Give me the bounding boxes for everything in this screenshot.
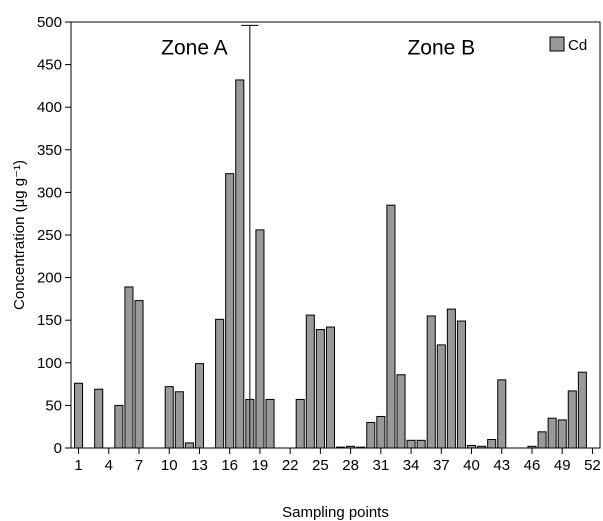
zone-label: Zone B [407,37,475,60]
bar-43 [497,379,507,449]
zone-label: Zone A [161,37,228,60]
bar-19 [255,229,265,449]
y-tick-label: 150 [37,312,62,329]
bar-16 [225,173,235,449]
x-tick-label: 19 [252,457,269,474]
annotations: Zone A Zone B [161,37,475,60]
x-tick-label: 52 [584,457,601,474]
y-axis-ticks: 0 50 100 150 200 250 300 350 400 450 500 [37,14,71,457]
bar-50 [567,390,577,449]
x-tick-label: 28 [342,457,359,474]
bar-31 [376,415,386,449]
bar-47 [537,431,547,449]
bar-48 [547,417,557,449]
y-tick-label: 500 [37,14,62,31]
bar-1 [74,382,84,449]
bar-5 [114,404,124,449]
x-tick-label: 13 [191,457,208,474]
x-tick-label: 49 [554,457,571,474]
plot-frame [70,21,601,449]
bar-42 [487,438,497,449]
y-tick-label: 350 [37,142,62,159]
y-axis-label: Concentration (μg g⁻¹) [11,160,28,310]
bar-13 [194,363,205,449]
y-tick-label: 100 [37,355,62,372]
x-tick-label: 34 [403,457,420,474]
bar-7 [134,300,144,449]
bar-11 [174,391,184,449]
x-axis-label: Sampling points [282,504,389,521]
bar-23 [295,398,305,449]
bar-39 [456,320,466,449]
bar-24 [305,314,315,449]
x-tick-label: 40 [463,457,480,474]
bar-51 [577,371,587,449]
x-tick-label: 37 [433,457,450,474]
bar-30 [366,421,376,449]
x-tick-label: 43 [493,457,510,474]
bar-38 [446,308,456,449]
y-tick-label: 250 [37,227,62,244]
legend-label: Cd [568,37,587,54]
bar-6 [124,286,134,449]
y-tick-label: 300 [37,184,62,201]
bar-32 [386,204,396,449]
x-tick-label: 22 [282,457,299,474]
bar-37 [436,344,446,449]
x-tick-label: 46 [524,457,541,474]
bar-34 [406,439,416,449]
bar-20 [265,398,275,449]
bar-12 [184,442,194,449]
x-tick-label: 10 [161,457,178,474]
bar-17 [235,79,245,449]
bar-33 [396,374,406,449]
bar-49 [557,419,567,449]
x-tick-label: 16 [221,457,238,474]
x-tick-label: 4 [105,457,113,474]
y-tick-label: 400 [37,99,62,116]
bar-10 [164,386,174,449]
legend: Cd [549,36,587,54]
x-axis-ticks: 1 4 7 10 13 16 19 22 25 28 31 34 37 40 43 46 49 52 [74,448,601,474]
x-tick-label: 25 [312,457,329,474]
bar-25 [315,329,325,449]
x-tick-label: 7 [135,457,143,474]
legend-swatch [549,36,565,52]
x-tick-label: 31 [372,457,389,474]
bar-15 [215,318,225,449]
bar-35 [416,439,426,449]
bars [74,79,587,449]
bar-36 [426,315,436,449]
bar-3 [94,388,104,449]
y-tick-label: 50 [45,397,62,414]
y-tick-label: 0 [54,440,62,457]
x-tick-label: 1 [74,457,82,474]
bar-26 [325,326,335,449]
y-tick-label: 450 [37,57,62,74]
y-tick-label: 200 [37,270,62,287]
